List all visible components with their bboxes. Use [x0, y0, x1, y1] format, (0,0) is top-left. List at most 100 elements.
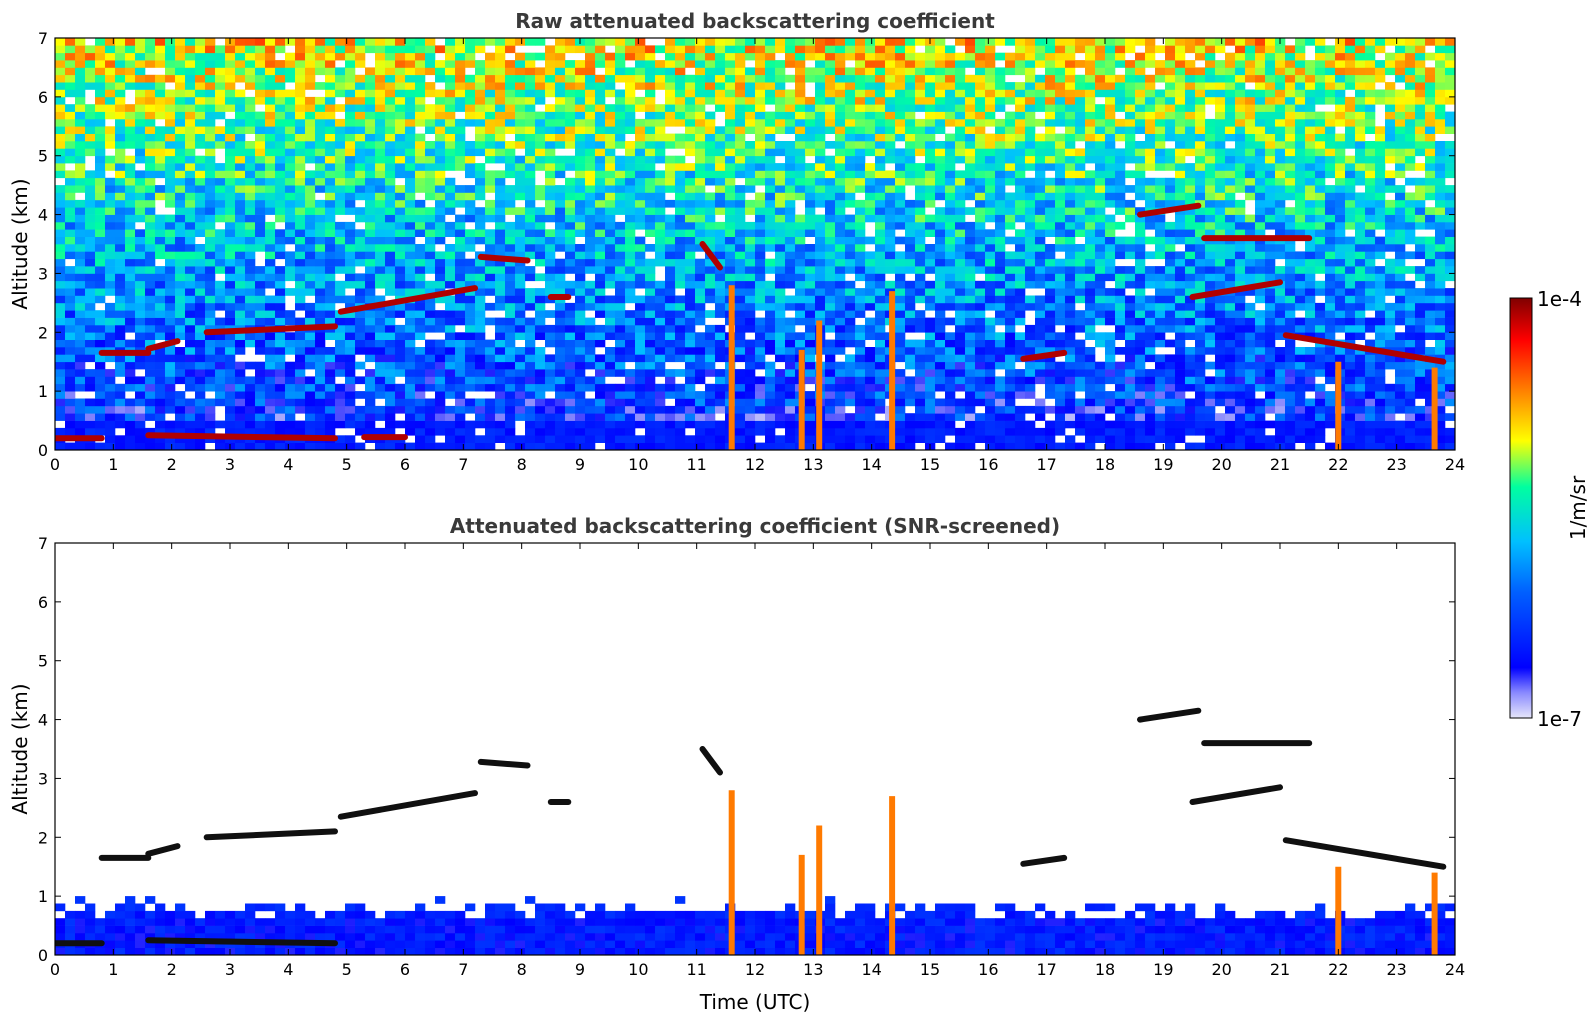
noise-cell [705, 111, 716, 120]
noise-cell [895, 376, 906, 385]
noise-cell [75, 258, 86, 267]
noise-cell [975, 295, 986, 304]
noise-cell [585, 413, 596, 421]
noise-cell [865, 207, 876, 215]
noise-cell [675, 273, 686, 282]
noise-cell [565, 199, 576, 208]
noise-cell [235, 442, 246, 450]
noise-cell [585, 118, 596, 127]
noise-cell [605, 266, 616, 274]
noise-cell [535, 442, 546, 450]
noise-cell [445, 199, 456, 208]
noise-cell [525, 155, 536, 164]
noise-cell [865, 170, 876, 179]
noise-cell [345, 398, 356, 407]
noise-cell [965, 398, 976, 407]
noise-cell [905, 398, 916, 407]
noise-cell [915, 170, 926, 179]
noise-cell [535, 324, 546, 333]
noise-cell [955, 317, 966, 326]
noise-cell [175, 266, 186, 274]
noise-cell [785, 38, 796, 46]
noise-cell [575, 317, 586, 326]
noise-cell [905, 104, 916, 112]
noise-cell [355, 207, 366, 215]
noise-cell [55, 354, 66, 363]
noise-cell [225, 369, 236, 377]
noise-cell [415, 111, 426, 120]
noise-cell [825, 339, 836, 348]
noise-cell [945, 280, 956, 289]
noise-cell [265, 398, 276, 407]
noise-cell [235, 177, 246, 186]
noise-cell [315, 163, 326, 171]
noise-cell [895, 391, 906, 399]
noise-cell [705, 391, 716, 399]
noise-cell [595, 155, 606, 164]
noise-cell [175, 104, 186, 112]
noise-cell [965, 413, 976, 421]
noise-cell [755, 413, 766, 421]
noise-cell [345, 155, 356, 164]
noise-cell [705, 236, 716, 245]
noise-cell [575, 413, 586, 421]
noise-cell [245, 126, 256, 134]
noise-cell [935, 236, 946, 245]
noise-cell [305, 354, 316, 363]
noise-cell [935, 383, 946, 392]
noise-cell [185, 266, 196, 274]
noise-cell [475, 405, 486, 414]
noise-cell [275, 185, 286, 193]
noise-cell [195, 111, 206, 120]
noise-cell [865, 251, 876, 260]
noise-cell [235, 369, 246, 377]
noise-cell [335, 170, 346, 179]
noise-cell [165, 435, 176, 443]
noise-cell [975, 332, 986, 340]
noise-cell [695, 126, 706, 134]
noise-cell [425, 221, 436, 230]
noise-cell [215, 376, 226, 385]
noise-cell [1005, 177, 1016, 186]
noise-cell [585, 45, 596, 54]
noise-cell [345, 258, 356, 267]
noise-cell [525, 111, 536, 120]
noise-cell [655, 258, 666, 267]
noise-cell [855, 295, 866, 304]
noise-cell [905, 89, 916, 98]
noise-cell [795, 118, 806, 127]
noise-cell [525, 317, 536, 326]
noise-cell [615, 405, 626, 414]
noise-cell [145, 361, 156, 370]
noise-cell [855, 354, 866, 363]
noise-cell [105, 236, 116, 245]
noise-cell [925, 221, 936, 230]
noise-cell [235, 427, 246, 436]
noise-cell [465, 427, 476, 436]
noise-cell [415, 141, 426, 149]
noise-cell [965, 317, 976, 326]
noise-cell [115, 163, 126, 171]
noise-cell [225, 96, 236, 105]
noise-cell [645, 427, 656, 436]
noise-cell [75, 354, 86, 363]
noise-cell [1005, 405, 1016, 414]
noise-cell [665, 82, 676, 90]
noise-cell [885, 229, 896, 237]
noise-cell [155, 295, 166, 304]
noise-cell [345, 383, 356, 392]
noise-cell [815, 199, 826, 208]
noise-cell [655, 251, 666, 260]
noise-cell [305, 221, 316, 230]
noise-cell [95, 177, 106, 186]
noise-cell [585, 427, 596, 436]
noise-cell [155, 221, 166, 230]
noise-cell [175, 148, 186, 157]
noise-cell [265, 118, 276, 127]
noise-cell [205, 221, 216, 230]
noise-cell [225, 310, 236, 318]
noise-cell [665, 383, 676, 392]
noise-cell [895, 442, 906, 450]
noise-cell [985, 354, 996, 363]
noise-cell [535, 376, 546, 385]
